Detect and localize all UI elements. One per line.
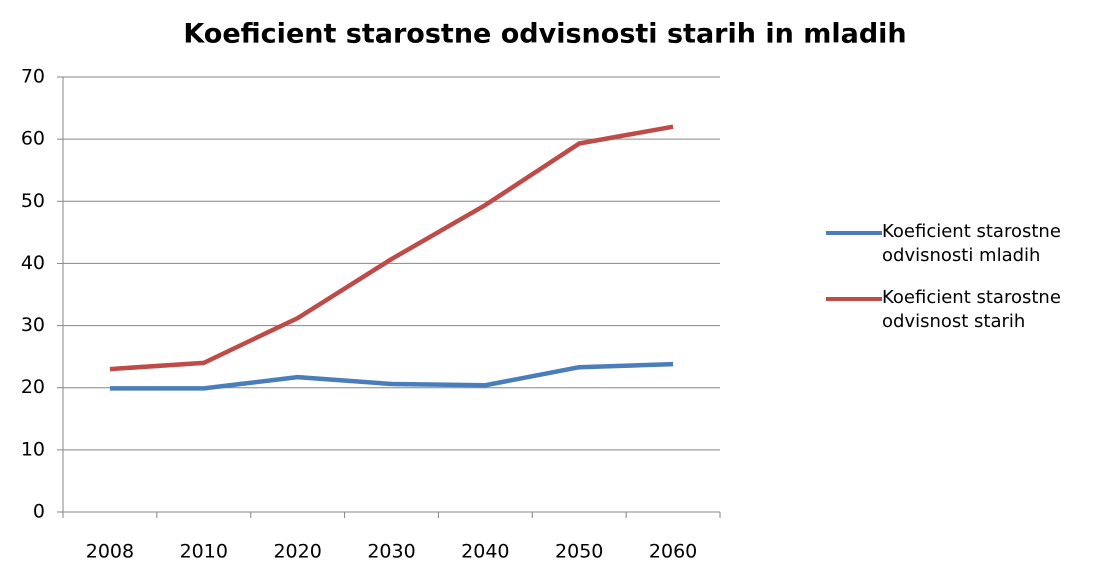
series-line: [109, 361, 674, 391]
legend-entry: Koeficient starostne odvisnost starih: [826, 286, 1101, 334]
chart-title: Koeficient starostne odvisnosti starih i…: [183, 19, 906, 50]
y-tick-label: 0: [33, 501, 45, 523]
y-tick-label: 70: [21, 66, 45, 88]
x-tick-label: 2008: [86, 541, 134, 563]
y-tick-label: 40: [21, 252, 45, 274]
y-tick-label: 10: [21, 438, 45, 460]
y-tick-label: 50: [21, 190, 45, 212]
y-tick-label: 20: [21, 376, 45, 398]
legend-swatch: [826, 297, 882, 301]
y-tick-label: 30: [21, 314, 45, 336]
x-tick-label: 2020: [273, 541, 321, 563]
legend: Koeficient starostne odvisnosti mladih Ko…: [826, 220, 1101, 352]
legend-label: Koeficient starostne odvisnosti mladih: [882, 221, 1061, 266]
legend-entry: Koeficient starostne odvisnosti mladih: [826, 220, 1101, 268]
x-tick-label: 2040: [461, 541, 509, 563]
x-tick-label: 2030: [367, 541, 415, 563]
legend-label: Koeficient starostne odvisnost starih: [882, 287, 1061, 332]
x-tick-label: 2050: [555, 541, 603, 563]
x-tick-label: 2010: [180, 541, 228, 563]
legend-swatch: [826, 231, 882, 235]
series-line: [109, 124, 674, 372]
y-tick-label: 60: [21, 128, 45, 150]
x-tick-label: 2060: [649, 541, 697, 563]
